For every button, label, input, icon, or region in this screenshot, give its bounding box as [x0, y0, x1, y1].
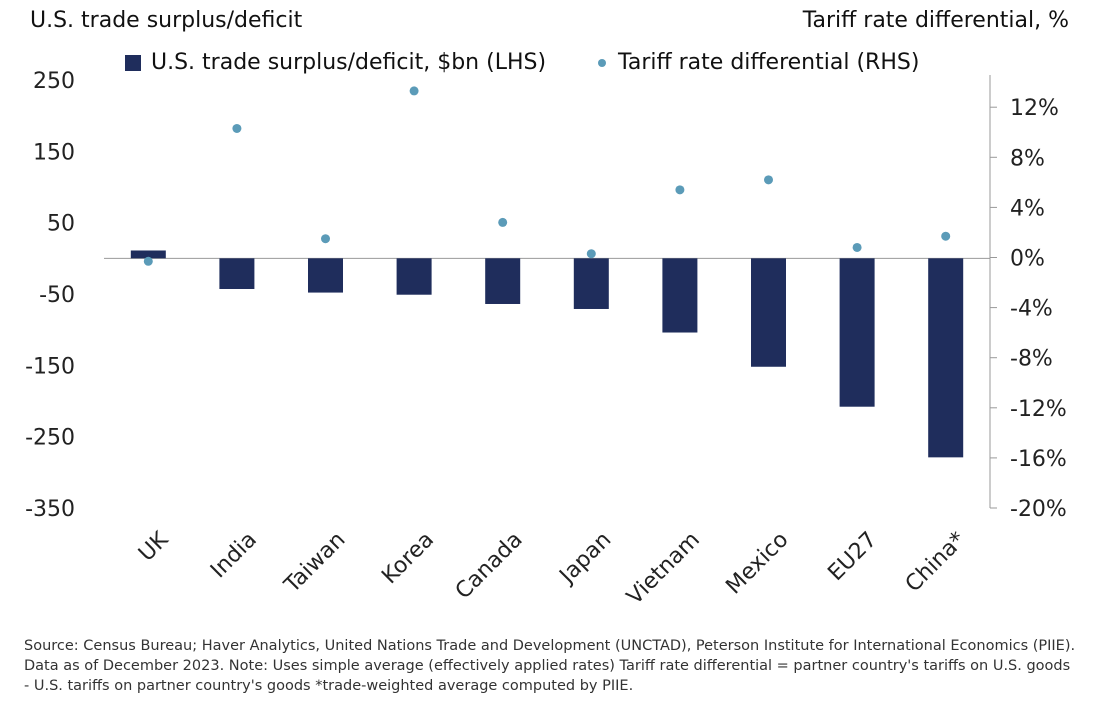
bar-eu27 — [839, 258, 875, 407]
bar-taiwan — [308, 258, 343, 293]
dot-korea — [409, 86, 419, 96]
right-tick-label: -8% — [1010, 347, 1053, 372]
left-tick-label: 150 — [33, 140, 75, 165]
legend: U.S. trade surplus/deficit, $bn (LHS) Ta… — [125, 50, 919, 75]
right-tick-label: -16% — [1010, 447, 1067, 472]
dot-vietnam — [675, 185, 685, 195]
dot-india — [232, 123, 242, 133]
bar-mexico — [751, 258, 786, 367]
category-label: Taiwan — [279, 527, 350, 598]
category-label: India — [206, 527, 262, 583]
category-label: Mexico — [721, 527, 793, 599]
right-tick-label: -12% — [1010, 397, 1067, 422]
category-label: Vietnam — [622, 527, 705, 610]
right-tick-label: -4% — [1010, 297, 1053, 322]
left-tick-label: -350 — [25, 497, 75, 522]
category-label: EU27 — [823, 527, 882, 586]
left-tick-label: -150 — [25, 354, 75, 379]
left-tick-label: 250 — [33, 69, 75, 94]
bar-india — [219, 258, 255, 290]
left-tick-label: -250 — [25, 426, 75, 451]
dot-taiwan — [321, 234, 330, 244]
right-tick-label: 12% — [1010, 96, 1059, 121]
left-tick-label: -50 — [39, 283, 75, 308]
bar-uk — [130, 250, 166, 259]
legend-bar-swatch — [125, 54, 141, 71]
legend-dot-label: Tariff rate differential (RHS) — [618, 50, 920, 75]
bar-china — [928, 258, 964, 458]
dot-canada — [498, 217, 508, 227]
left-tick-label: 50 — [47, 212, 75, 237]
bar-vietnam — [662, 258, 698, 333]
legend-dot-swatch — [598, 58, 607, 67]
bar-canada — [485, 258, 521, 304]
category-label: UK — [134, 527, 174, 567]
right-tick-label: 4% — [1010, 196, 1045, 221]
right-tick-label: -20% — [1010, 497, 1067, 522]
dot-mexico — [764, 175, 773, 185]
source-note: Source: Census Bureau; Haver Analytics, … — [24, 638, 1076, 694]
trade-chart: 12% 8% 4% 0% -4% -8% -12% -16% -20% 250 150 50 -50 -1… — [25, 69, 1067, 610]
right-tick-label: 8% — [1010, 146, 1045, 171]
dot-eu27 — [852, 242, 862, 252]
bar-japan — [573, 258, 609, 309]
left-axis-title: U.S. trade surplus/deficit — [30, 8, 303, 33]
category-label: Korea — [377, 527, 439, 589]
category-label: Canada — [451, 527, 528, 604]
legend-bar-label: U.S. trade surplus/deficit, $bn (LHS) — [151, 50, 547, 75]
bar-korea — [396, 258, 432, 295]
category-label: Japan — [554, 527, 616, 589]
right-tick-label: 0% — [1010, 247, 1045, 272]
dot-japan — [586, 249, 596, 259]
dot-china — [941, 231, 951, 241]
right-axis-title: Tariff rate differential, % — [802, 8, 1069, 33]
dot-uk — [143, 256, 153, 266]
category-label: China* — [901, 527, 971, 597]
